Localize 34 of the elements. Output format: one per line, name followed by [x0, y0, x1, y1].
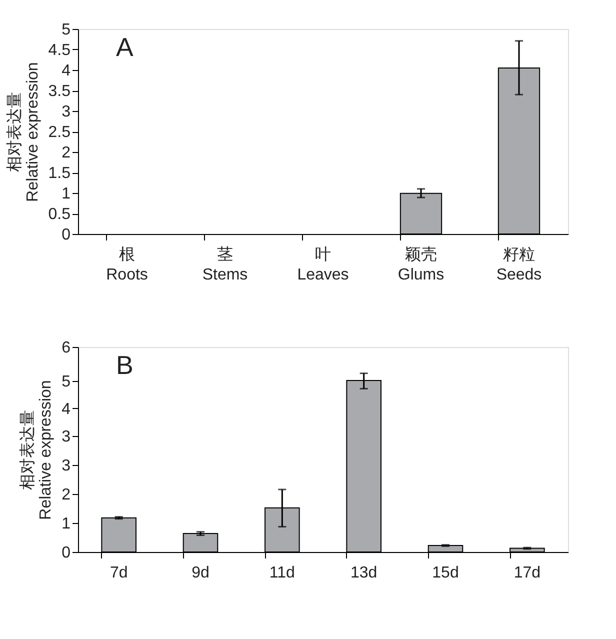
y-tick-label: 2 — [62, 486, 71, 504]
y-tick-label: 3 — [62, 104, 71, 120]
y-tick-label: 1 — [62, 515, 71, 532]
x-tick-label: 叶 Leaves — [297, 246, 349, 284]
y-tick-label: 2 — [62, 144, 71, 162]
y-axis-title: 相对表达量 Relative expression — [18, 380, 55, 520]
y-tick-label: 3 — [62, 428, 71, 446]
y-tick-label: 3.5 — [48, 83, 71, 100]
x-tick-label: 15d — [432, 564, 459, 582]
y-tick-label: 0.5 — [48, 206, 71, 223]
x-tick-label: 11d — [269, 564, 295, 582]
x-tick-label: 颖壳 Glums — [398, 246, 444, 284]
y-tick-label: 0 — [62, 544, 71, 562]
y-tick-label: 0 — [62, 226, 71, 244]
x-tick-label: 7d — [110, 564, 128, 582]
chart-title: A — [116, 32, 134, 62]
y-tick-label: 6 — [62, 340, 71, 356]
x-tick-label: 根 Roots — [106, 246, 148, 284]
y-tick-label: 2.5 — [48, 124, 71, 141]
y-tick-label: 3 — [62, 457, 71, 474]
x-tick-label: 13d — [350, 564, 378, 582]
y-tick-label: 1 — [62, 186, 71, 202]
y-tick-label: 5 — [62, 22, 71, 38]
y-tick-label: 4.5 — [48, 42, 71, 59]
x-tick-label: 籽粒 Seeds — [496, 246, 542, 284]
x-tick-label: 9d — [192, 564, 210, 582]
y-tick-label: 4 — [62, 401, 71, 418]
y-tick-label: 5 — [62, 374, 71, 391]
x-tick-label: 17d — [514, 564, 541, 582]
x-tick-label: 茎 Stems — [202, 246, 248, 284]
y-tick-label: 1.5 — [48, 165, 71, 182]
y-tick-label: 4 — [62, 62, 71, 80]
y-axis-title: 相对表达量 Relative expression — [5, 62, 42, 202]
chart-title: B — [116, 350, 134, 380]
